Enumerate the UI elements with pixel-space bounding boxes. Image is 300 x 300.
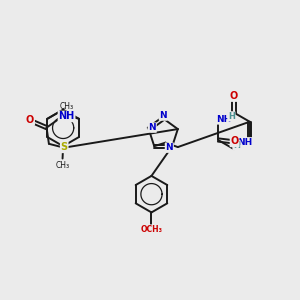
Text: NH: NH <box>58 111 75 122</box>
Text: NH: NH <box>237 138 252 147</box>
Text: O: O <box>230 91 238 101</box>
Text: CH₃: CH₃ <box>60 101 74 110</box>
Text: N: N <box>166 143 173 152</box>
Text: OCH₃: OCH₃ <box>140 225 163 234</box>
Text: O: O <box>26 115 34 125</box>
Text: S: S <box>61 142 68 152</box>
Text: N: N <box>148 123 156 132</box>
Text: O: O <box>230 136 239 146</box>
Text: NH: NH <box>216 115 231 124</box>
Text: N: N <box>159 111 167 120</box>
Text: H: H <box>233 141 240 150</box>
Text: CH₃: CH₃ <box>56 161 70 170</box>
Text: H: H <box>228 112 235 121</box>
